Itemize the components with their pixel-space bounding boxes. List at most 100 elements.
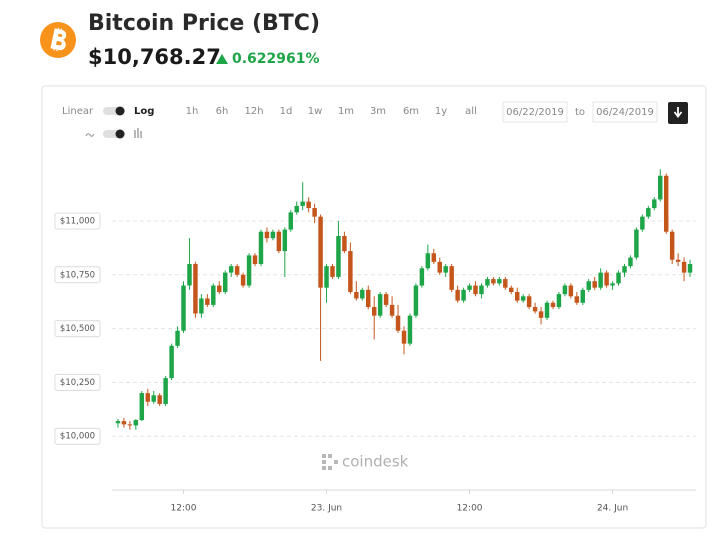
candle-body [419, 268, 425, 286]
scale-option[interactable]: Linear [62, 106, 94, 117]
scale-option[interactable]: Log [134, 106, 154, 117]
candle-body [574, 296, 580, 303]
candle-body [199, 298, 204, 314]
scale-toggle-knob [115, 106, 125, 116]
range-button[interactable]: 1h [186, 106, 199, 117]
candle-body [497, 279, 502, 284]
candle-body [240, 274, 246, 286]
candle-body [544, 302, 550, 318]
candle-body [276, 231, 282, 252]
range-button[interactable]: 6h [216, 106, 229, 117]
change-arrow [216, 54, 228, 64]
range-button[interactable]: 3m [370, 106, 386, 117]
candle-body [312, 208, 317, 217]
date-from[interactable]: 06/22/2019 [506, 107, 564, 118]
candle-body [127, 424, 133, 426]
candle-body [562, 285, 568, 295]
x-tick-label: 24. Jun [597, 504, 628, 514]
candle-body [634, 229, 639, 258]
candle-body [163, 378, 168, 404]
date-input[interactable] [592, 101, 658, 123]
candle-body [401, 330, 407, 344]
candle-body [586, 281, 591, 290]
candle-body [371, 307, 377, 316]
candle-body [157, 395, 162, 404]
candle-body [193, 264, 198, 314]
candle-body [169, 345, 174, 379]
candle-body [300, 201, 305, 206]
candle-body [538, 311, 544, 318]
candle-body [294, 205, 299, 213]
candle-body [503, 279, 508, 288]
candle-body [324, 266, 329, 288]
candle-body [270, 231, 276, 239]
candle-body [217, 285, 222, 292]
candle-body [252, 255, 258, 265]
candle-body [175, 330, 180, 346]
candle-body [663, 175, 669, 232]
candle-body [383, 294, 389, 305]
candle-body [628, 257, 633, 267]
candle-body [354, 291, 359, 299]
page-title: Bitcoin Price (BTC) [88, 11, 320, 36]
candle-body [604, 272, 609, 286]
candle-body [342, 236, 347, 252]
candle-body [449, 266, 454, 290]
candle-body [658, 175, 663, 200]
candle-icon [134, 128, 142, 138]
candle-body [485, 279, 490, 286]
candle-body [264, 231, 270, 239]
candle-body [205, 298, 210, 305]
range-button[interactable]: 6m [403, 106, 419, 117]
candle-body [145, 393, 150, 402]
candle-body [181, 285, 186, 331]
candle-body [425, 253, 431, 269]
price-change: 0.622961% [232, 51, 320, 67]
y-tick-box [54, 427, 101, 445]
candle-body [652, 199, 657, 209]
range-button[interactable]: 1y [435, 106, 447, 117]
y-tick-box [54, 373, 101, 391]
x-tick-label: 12:00 [457, 504, 483, 514]
candle-body [133, 420, 139, 426]
date-input[interactable] [502, 101, 568, 123]
candle-body [646, 208, 651, 217]
range-button[interactable]: 1w [308, 106, 323, 117]
candle-body [222, 272, 228, 292]
line-icon [85, 133, 95, 137]
range-button[interactable]: 1d [280, 106, 293, 117]
candle-body [115, 421, 121, 424]
candle-body [395, 315, 401, 331]
candle-body [443, 266, 448, 273]
candle-body [306, 201, 311, 209]
candle-body [461, 289, 466, 301]
y-tick-box [54, 266, 101, 284]
x-tick-label: 23. Jun [311, 504, 342, 514]
candle-body [681, 261, 687, 273]
candle-body [509, 287, 514, 292]
candle-body [687, 264, 693, 273]
x-tick-label: 12:00 [171, 504, 197, 514]
date-to[interactable]: 06/24/2019 [596, 107, 654, 118]
y-tick-box [54, 212, 101, 230]
candle-body [413, 285, 419, 316]
candle-body [568, 285, 574, 297]
y-tick-label: $10,750 [60, 270, 95, 280]
type-toggle-knob [115, 129, 125, 139]
date-separator: to [575, 107, 585, 118]
candle-body [592, 281, 597, 288]
candle-body [187, 264, 192, 286]
range-button[interactable]: 1m [338, 106, 354, 117]
candle-body [675, 259, 681, 262]
y-tick-label: $10,250 [60, 378, 95, 388]
candle-body [526, 296, 532, 308]
candle-body [121, 421, 127, 425]
candle-body [360, 289, 365, 299]
candle-body [228, 266, 234, 273]
candle-body [407, 315, 413, 344]
candle-body [431, 253, 437, 262]
candle-body [598, 272, 603, 288]
candle-body [348, 251, 353, 292]
range-button[interactable]: all [465, 106, 477, 117]
range-button[interactable]: 12h [244, 106, 263, 117]
